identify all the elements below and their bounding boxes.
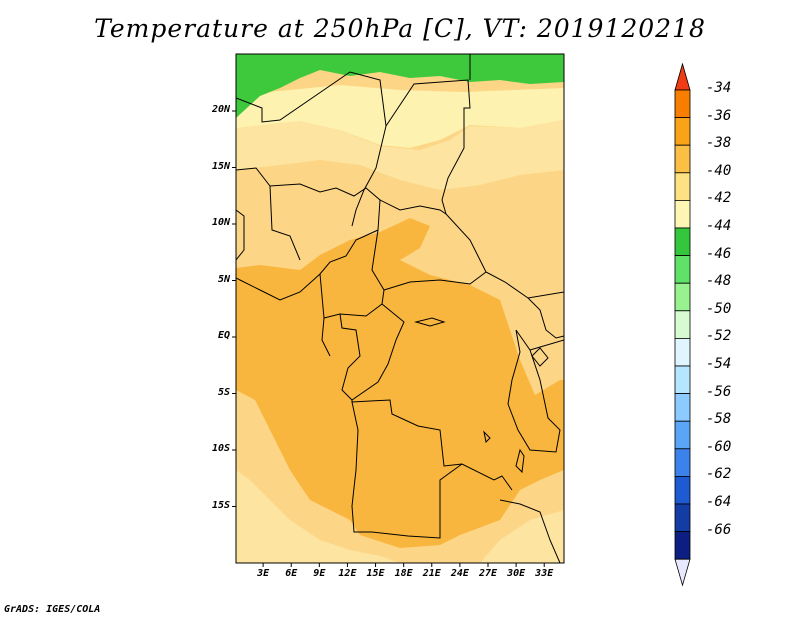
- colorbar-label: -34: [706, 80, 732, 96]
- x-tick-label: 3E: [257, 568, 270, 579]
- colorbar-label: -66: [706, 521, 732, 538]
- x-tick-label: 9E: [313, 568, 326, 579]
- y-tick-label: EQ: [217, 330, 230, 341]
- y-tick-label: 15N: [211, 160, 230, 172]
- colorbar-swatch: [674, 310, 691, 339]
- band-light-south: [236, 470, 400, 563]
- band-light-southeast: [480, 510, 564, 563]
- axis-ticks: [232, 110, 545, 567]
- colorbar-swatch: [674, 503, 691, 533]
- x-tick-label: 15E: [366, 568, 385, 579]
- colorbar-label: -56: [706, 383, 732, 400]
- colorbar-label: -40: [706, 162, 732, 179]
- colorbar-swatch: [674, 144, 691, 174]
- x-tick-label: 30E: [507, 568, 526, 579]
- x-tick-label: 12E: [338, 568, 357, 579]
- map-title: Temperature at 250hPa [C], VT: 201912021…: [94, 14, 706, 43]
- colorbar-swatch: [674, 89, 691, 119]
- colorbar-swatch: [674, 531, 691, 560]
- x-tick-label: 18E: [394, 568, 413, 579]
- colorbar-bottom-arrow: [674, 558, 691, 587]
- colorbar-label: -64: [706, 494, 732, 510]
- colorbar-label: -58: [706, 411, 732, 428]
- y-tick-label: 10S: [211, 443, 230, 454]
- map-frame: [235, 53, 565, 564]
- colorbar-label: -48: [706, 273, 732, 290]
- colorbar-label: -60: [706, 438, 732, 455]
- band-light: [236, 120, 564, 190]
- y-tick-label: 20N: [211, 104, 230, 115]
- band-pale: [236, 85, 564, 148]
- colorbar-label: -42: [706, 190, 732, 207]
- colorbar-swatch: [674, 172, 691, 201]
- x-tick-label: 27E: [478, 568, 498, 579]
- colorbar-swatch: [674, 282, 691, 312]
- colorbar-swatch: [674, 227, 691, 257]
- colorbar-label: -50: [706, 300, 732, 317]
- colorbar-swatch: [674, 475, 691, 505]
- x-tick-label: 6E: [285, 568, 298, 579]
- colorbar-swatch: [674, 365, 691, 395]
- colorbar-label: -38: [706, 135, 732, 152]
- x-tick-label: 21E: [422, 568, 441, 579]
- x-tick-label: 24E: [450, 568, 469, 579]
- x-tick-label: 33E: [535, 568, 554, 579]
- colorbar-label: -44: [706, 218, 732, 234]
- temperature-field: [236, 54, 564, 563]
- colorbar-label: -52: [706, 328, 732, 345]
- y-tick-label: 15S: [211, 499, 230, 511]
- colorbar-label: -46: [706, 245, 732, 262]
- band-green-north: [236, 54, 564, 118]
- colorbar-swatch: [674, 337, 691, 367]
- colorbar-swatch: [674, 255, 691, 284]
- colorbar-swatch: [674, 117, 691, 146]
- y-tick-label: 5N: [217, 273, 230, 285]
- colorbar-swatch: [674, 448, 691, 477]
- colorbar: [674, 62, 691, 587]
- colorbar-label: -62: [706, 466, 732, 483]
- colorbar-swatch: [674, 199, 691, 229]
- grads-credit: GrADS: IGES/COLA: [4, 604, 101, 615]
- country-borders: [236, 54, 564, 563]
- colorbar-swatch: [674, 393, 691, 422]
- colorbar-top-arrow: [674, 62, 691, 91]
- colorbar-swatch: [674, 420, 691, 450]
- y-tick-label: 10N: [211, 217, 230, 228]
- colorbar-label: -36: [706, 107, 732, 124]
- band-warm: [236, 218, 564, 548]
- y-tick-label: 5S: [217, 386, 230, 398]
- colorbar-label: -54: [706, 356, 732, 372]
- lakes: [414, 317, 549, 474]
